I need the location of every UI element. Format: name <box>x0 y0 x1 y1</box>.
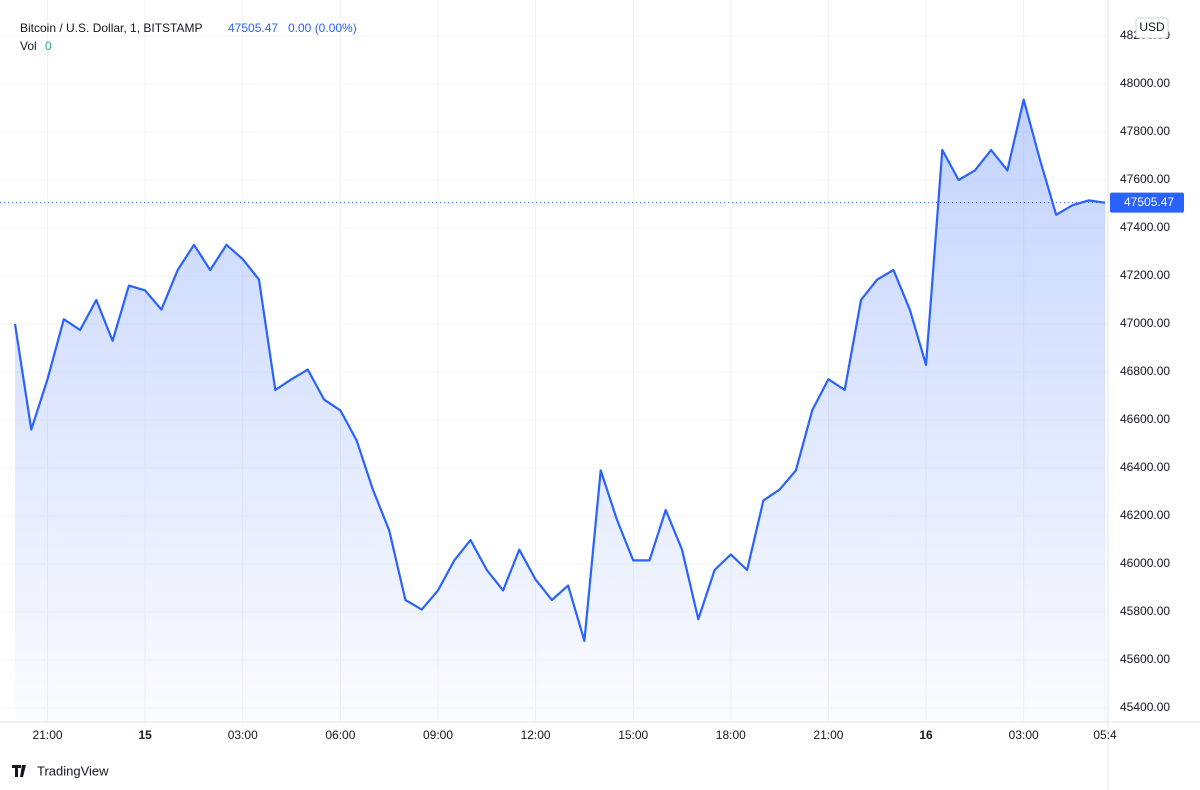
x-tick-label: 21:00 <box>813 728 843 742</box>
y-tick-label: 45600.00 <box>1120 652 1170 666</box>
last-price-tag <box>1110 192 1184 213</box>
x-tick-label: 18:00 <box>716 728 746 742</box>
y-tick-label: 47000.00 <box>1120 316 1170 330</box>
axes: 45400.00 45600.00 45800.00 46000.00 46200.00… <box>33 28 1184 742</box>
y-tick-label: 45400.00 <box>1120 700 1170 714</box>
y-tick-label: 46000.00 <box>1120 556 1170 570</box>
y-tick-label: 45800.00 <box>1120 604 1170 618</box>
currency[interactable]: USD <box>1139 20 1165 34</box>
area <box>15 99 1105 721</box>
x-tick-label: 21:00 <box>33 728 63 742</box>
y-tick-label: 46600.00 <box>1120 412 1170 426</box>
volume-value: 0 <box>45 39 52 53</box>
plot <box>0 98 1108 721</box>
last-price-tag-label: 47505.47 <box>1124 195 1174 209</box>
x-tick-label: 12:00 <box>521 728 551 742</box>
brand: TradingView <box>37 763 109 778</box>
x-tick-label: 05:4 <box>1093 728 1117 742</box>
x-tick-label: 15 <box>138 728 152 742</box>
currency-box[interactable] <box>1135 17 1169 39</box>
y-tick-label: 46400.00 <box>1120 460 1170 474</box>
x-tick-label: 16 <box>919 728 933 742</box>
last-price: 47505.47 <box>228 21 278 35</box>
y-tick-label: 47600.00 <box>1120 172 1170 186</box>
x-tick-label: 03:00 <box>228 728 258 742</box>
logo <box>12 765 26 777</box>
volume-label: Vol <box>20 39 37 53</box>
y-tick-label: 46800.00 <box>1120 364 1170 378</box>
y-tick-label: 46200.00 <box>1120 508 1170 522</box>
y-tick-label: 47400.00 <box>1120 220 1170 234</box>
price-change: 0.00 (0.00%) <box>288 21 357 35</box>
x-tick-label: 03:00 <box>1009 728 1039 742</box>
price-line <box>13 98 1106 642</box>
x-tick-label: 09:00 <box>423 728 453 742</box>
y-tick-label: 47200.00 <box>1120 268 1170 282</box>
y-tick-label: 47800.00 <box>1120 124 1170 138</box>
y-tick-label: 48000.00 <box>1120 76 1170 90</box>
x-tick-label: 15:00 <box>618 728 648 742</box>
symbol-title: Bitcoin / U.S. Dollar, 1, BITSTAMP <box>20 21 203 35</box>
x-tick-label: 06:00 <box>325 728 355 742</box>
